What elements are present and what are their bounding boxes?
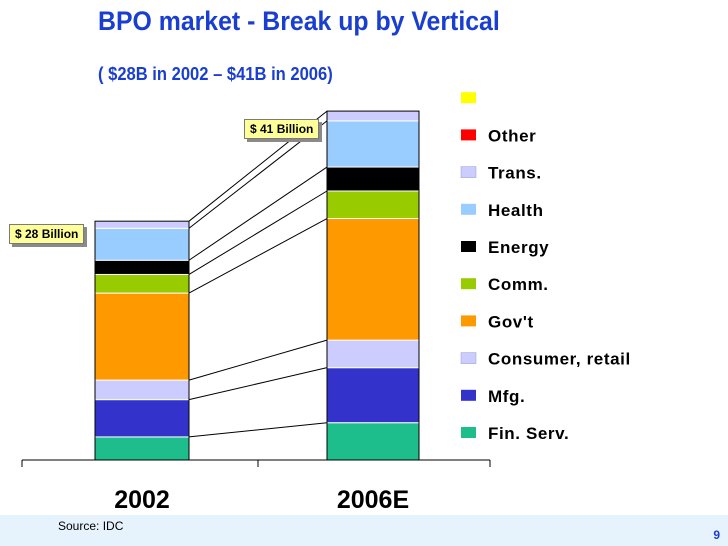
bar-2006e-mfg — [326, 367, 420, 424]
connector-energy — [188, 166, 328, 261]
source-note: Source: IDC — [58, 519, 124, 533]
connector-comm — [188, 190, 328, 275]
legend-label-energy: Energy — [488, 238, 549, 257]
bar-2002-fin-serv — [94, 436, 190, 461]
connector-gov-t — [188, 218, 328, 294]
total-callout-2006: $ 41 Billion — [244, 119, 320, 139]
page-title: BPO market - Break up by Vertical — [98, 6, 500, 36]
legend-label-other: Other — [488, 126, 536, 145]
legend-label-comm: Comm. — [488, 275, 549, 294]
legend-swatch-mfg — [461, 389, 476, 401]
legend-swatch-other — [461, 129, 476, 141]
legend-swatch-health — [461, 203, 476, 215]
legend-label-health: Health — [488, 201, 544, 220]
bar-2002-energy — [94, 259, 190, 275]
legend: Fin. Serv. Mfg. Consumer, retail Gov't Comm.… — [460, 92, 631, 443]
legend-swatch-comm — [461, 278, 476, 290]
legend-label-fin-serv: Fin. Serv. — [488, 424, 569, 443]
bar-2006e-energy — [326, 166, 420, 192]
connector-lines — [188, 110, 328, 438]
bar-2002-health — [94, 227, 190, 261]
bar-2006e-consumer-retail — [326, 339, 420, 369]
bar-2006e-health — [326, 120, 420, 168]
legend-swatch-trans — [460, 166, 477, 178]
total-callout-2002: $ 28 Billion — [9, 224, 85, 244]
page-number: 9 — [713, 528, 720, 542]
x-axis-labels: 2002 2006E — [114, 486, 409, 514]
legend-swatch-blank — [461, 92, 476, 104]
x-label-2002: 2002 — [114, 486, 170, 514]
legend-swatch-energy — [461, 241, 476, 252]
legend-label-consumer-retail: Consumer, retail — [488, 350, 631, 369]
bar-2002-gov-t — [94, 292, 190, 381]
bar-2006e-gov-t — [326, 218, 420, 341]
connector-fin-serv — [188, 422, 328, 438]
bar-2002-mfg — [94, 399, 190, 438]
page-subtitle: ( $28B in 2002 – $41B in 2006) — [98, 64, 333, 84]
legend-label-gov-t: Gov't — [488, 312, 534, 331]
legend-swatch-consumer-retail — [460, 352, 477, 364]
bar-2006e-fin-serv — [326, 422, 420, 461]
connector-consumer-retail — [188, 339, 328, 381]
bar-2002-consumer-retail — [94, 379, 190, 401]
connector-mfg — [188, 367, 328, 401]
bar-2002-trans — [94, 220, 190, 229]
legend-label-mfg: Mfg. — [488, 387, 525, 406]
footer-bar — [0, 515, 728, 546]
bar-2002-comm — [94, 273, 190, 294]
legend-swatch-gov-t — [461, 315, 476, 327]
bar-2006e-trans — [326, 110, 420, 122]
x-label-2006e: 2006E — [337, 486, 409, 514]
legend-label-trans: Trans. — [488, 164, 542, 183]
legend-swatch-fin-serv — [461, 427, 476, 438]
bar-2006e-comm — [326, 190, 420, 220]
bar-segments — [94, 110, 420, 461]
